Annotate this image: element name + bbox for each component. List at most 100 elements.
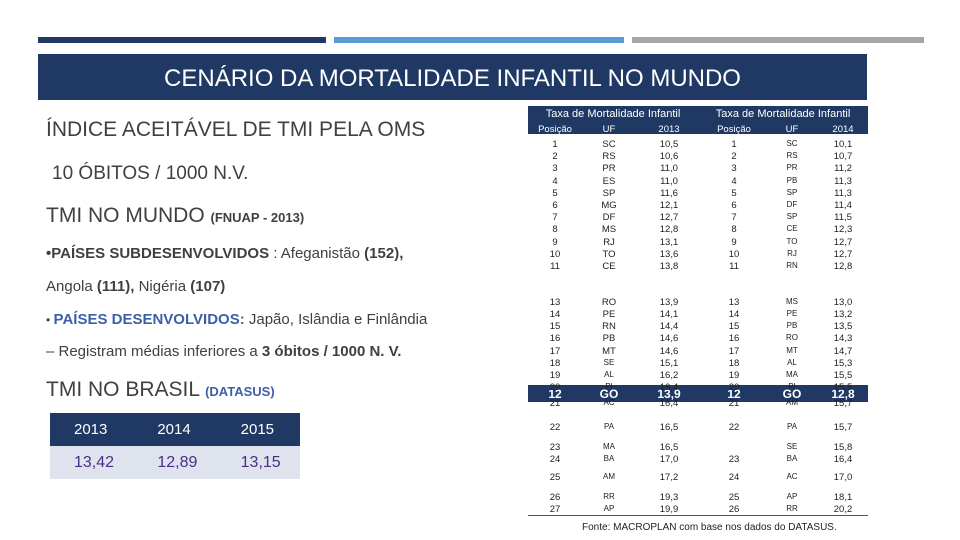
table-cell: 12,7 [833, 248, 853, 260]
table-cell: 13 [728, 297, 740, 308]
table-cell: 27 [549, 504, 561, 515]
line-developed: • PAÍSES DESENVOLVIDOS: Japão, Islândia … [46, 311, 427, 328]
table-cell: 11 [729, 261, 739, 272]
table-cell: SP [602, 187, 616, 199]
table-cell: 9 [552, 236, 558, 248]
value-afghanistan: (152), [364, 245, 404, 262]
table-cell: 11 [550, 261, 560, 272]
table-cell: 16,5 [659, 422, 679, 433]
table-cell: 10,1 [833, 139, 853, 150]
table-cell: RJ [787, 248, 797, 258]
table-cell: 15 [549, 321, 561, 332]
table-cell: 10 [728, 248, 740, 260]
table-cell: 12,8 [659, 224, 679, 236]
table-cell: 16,4 [659, 398, 679, 409]
table-cell: 13,8 [659, 261, 679, 272]
average-unit: N. V. [369, 343, 402, 360]
col-uf-2014: UF [785, 124, 799, 135]
table-cell: MT [602, 346, 616, 357]
table-cell: 21 [728, 398, 740, 409]
average-value: 3 óbitos / 1000 [261, 343, 366, 360]
table-cell: 24 [728, 472, 740, 483]
top-bar-navy [38, 37, 326, 43]
table-cell: 12 [727, 387, 741, 401]
table-cell: 10,6 [659, 151, 679, 163]
table-cell: PR [786, 163, 798, 173]
table-cell: 13,5 [833, 321, 853, 332]
table-cell: SE [603, 358, 615, 367]
table-cell: 18,1 [833, 492, 853, 503]
col-year-2014: 2014 [832, 124, 854, 135]
table-cell: AM [786, 398, 798, 407]
state-ranking-table: Taxa de Mortalidade Infantil Taxa de Mor… [528, 106, 868, 516]
slide-title: CENÁRIO DA MORTALIDADE INFANTIL NO MUNDO [38, 54, 867, 100]
table-cell: PI [788, 382, 796, 391]
table-cell: 12,7 [833, 236, 853, 248]
table-cell: RN [786, 261, 798, 270]
table-cell: 17,0 [659, 454, 679, 465]
table-cell: PB [786, 175, 798, 185]
table-cell: 6 [731, 200, 737, 211]
table-cell: RR [786, 504, 798, 513]
table-cell: 19,3 [659, 492, 679, 503]
table-cell: RR [603, 492, 615, 501]
table-cell: 26 [728, 504, 740, 515]
table-cell: DF [786, 200, 798, 209]
table-cell: 16,4 [659, 382, 679, 393]
table-cell: GO [599, 387, 619, 401]
year-2015: 2015 [216, 413, 300, 446]
table-cell: 12,1 [659, 200, 679, 211]
heading-tmi-brasil: TMI NO BRASIL (DATASUS) [46, 378, 275, 402]
table-cell: 13,9 [659, 297, 679, 308]
table-cell: 12,3 [833, 224, 853, 236]
table-cell: 11,5 [834, 212, 852, 224]
table-cell: 19,9 [659, 504, 679, 515]
table-cell: 21 [549, 398, 561, 409]
table-cell: CE [602, 261, 616, 272]
table-cell: 14,3 [833, 333, 853, 344]
value-2015: 13,15 [216, 446, 300, 479]
table-cell: RO [601, 297, 617, 308]
table-cell: 7 [731, 212, 737, 224]
table-cell: 13 [549, 297, 561, 308]
table-cell: AC [603, 398, 615, 407]
table-cell: 13,2 [833, 309, 853, 320]
table-header-row: 2013 2014 2015 [50, 413, 300, 446]
table-cell: PE [786, 309, 798, 318]
table-cell: MS [786, 297, 798, 306]
line-average: – Registram médias inferiores a 3 óbitos… [46, 343, 401, 360]
heading-tmi-brasil-main: TMI NO BRASIL [46, 378, 206, 401]
highlight-row-goias [528, 385, 868, 402]
table-cell: AL [604, 370, 614, 379]
table-cell: 5 [731, 187, 737, 199]
table-cell: SC [602, 139, 616, 150]
table-cell: 10,5 [659, 139, 679, 150]
table-cell: 8 [731, 224, 737, 236]
label-developed: PAÍSES DESENVOLVIDOS: [53, 311, 245, 328]
table-cell: 14,4 [659, 321, 679, 332]
table-cell: 12,7 [659, 212, 679, 224]
table-cell: SP [786, 212, 798, 222]
table-cell: 11,6 [660, 187, 678, 199]
heading-tmi-world-source: (FNUAP - 2013) [210, 210, 305, 225]
col-year-2013: 2013 [658, 124, 680, 135]
table-cell: 3 [731, 163, 737, 175]
col-position-2013: Posição [538, 124, 572, 135]
table-cell: 14,1 [659, 309, 679, 320]
table-cell: 16 [728, 333, 740, 344]
col-uf-2013: UF [602, 124, 616, 135]
year-2014: 2014 [133, 413, 217, 446]
table-cell: MT [786, 346, 798, 355]
table-cell: 8 [552, 224, 558, 236]
line-angola-nigeria: Angola (111), Nigéria (107) [46, 278, 225, 295]
table-cell: PB [602, 333, 616, 344]
average-text: – Registram médias inferiores a [46, 343, 262, 360]
bullet: • [46, 313, 54, 327]
group-title-2014: Taxa de Mortalidade Infantil [715, 108, 851, 120]
table-cell: 13,9 [657, 387, 681, 401]
country-afghanistan: Afeganistão [280, 245, 365, 262]
table-cell: 16 [549, 333, 561, 344]
table-cell: 19 [728, 370, 740, 381]
table-cell: RJ [603, 236, 615, 248]
table-cell: SC [786, 139, 798, 148]
